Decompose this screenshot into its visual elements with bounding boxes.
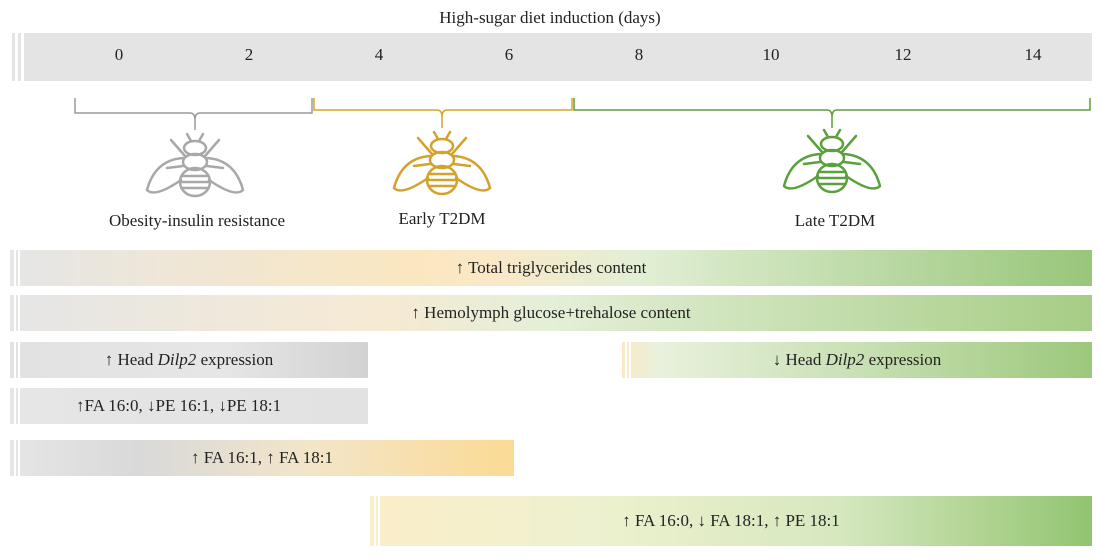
tick-label: 12 [894, 45, 912, 64]
tick-label: 4 [374, 45, 384, 64]
tick-label: 6 [504, 45, 514, 64]
bar-late-lipids: ↑ FA 16:0, ↓ FA 18:1, ↑ PE 18:1 [370, 496, 1092, 546]
stage-graphics [74, 98, 1091, 198]
fly-icon [392, 130, 492, 196]
stage-label-late-t2dm: Late T2DM [794, 211, 876, 230]
bar-label: ↑ FA 16:1, ↑ FA 18:1 [190, 448, 333, 467]
axis-edge-line [21, 33, 24, 81]
bar-label: ↑FA 16:0, ↓PE 16:1, ↓PE 18:1 [76, 396, 282, 415]
bar-head-dilp2-down: ↓ Head Dilp2 expression [622, 342, 1092, 378]
stage-label-obesity: Obesity-insulin resistance [108, 211, 286, 230]
fly-icon [145, 132, 245, 198]
stage-bracket-obesity [74, 98, 313, 130]
stage-label-early-t2dm: Early T2DM [398, 209, 486, 228]
bar-label: ↑ Total triglycerides content [455, 258, 647, 277]
bar-label: ↑ FA 16:0, ↓ FA 18:1, ↑ PE 18:1 [622, 511, 840, 530]
day-axis: 0 2 4 6 8 10 12 14 [12, 33, 1092, 81]
tick-label: 8 [634, 45, 644, 64]
stage-bracket-late [573, 98, 1091, 128]
tick-label: 0 [114, 45, 124, 64]
axis-edge-line [15, 33, 18, 81]
bar-lipid-early: ↑FA 16:0, ↓PE 16:1, ↓PE 18:1 [10, 388, 368, 424]
tick-label: 14 [1024, 45, 1042, 64]
bar-fa-16-1-18-1: ↑ FA 16:1, ↑ FA 18:1 [10, 440, 514, 476]
stage-bracket-early [313, 98, 573, 128]
bar-total-triglycerides: ↑ Total triglycerides content [10, 250, 1092, 286]
axis-title: High-sugar diet induction (days) [439, 8, 661, 27]
bar-label: ↑ Hemolymph glucose+trehalose content [411, 303, 691, 322]
tick-label: 10 [762, 45, 780, 64]
tick-label: 2 [244, 45, 254, 64]
bar-hemolymph-glucose: ↑ Hemolymph glucose+trehalose content [10, 295, 1092, 331]
bar-head-dilp2-up: ↑ Head Dilp2 expression [10, 342, 368, 378]
bar-label: ↓ Head Dilp2 expression [772, 350, 942, 369]
fly-icon [782, 128, 882, 194]
bar-label: ↑ Head Dilp2 expression [104, 350, 274, 369]
